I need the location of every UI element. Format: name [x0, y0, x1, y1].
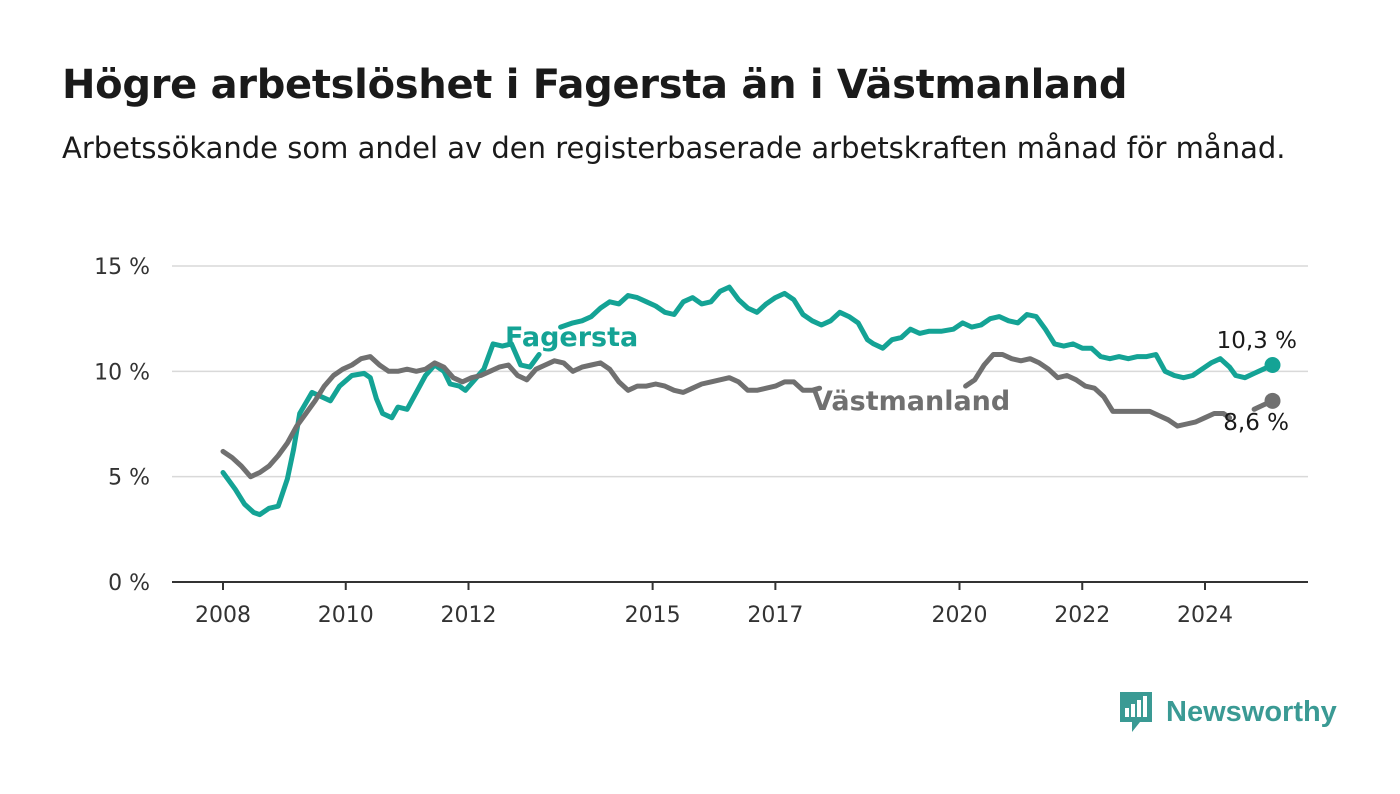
series-line-fagersta: [558, 284, 1275, 381]
series-label-vastmanland: Västmanland: [812, 386, 1010, 417]
newsworthy-logo: Newsworthy: [1118, 690, 1337, 734]
x-tick-label: 2010: [318, 603, 374, 628]
series-label-fagersta: Fagersta: [505, 322, 638, 353]
x-tick-label: 2012: [441, 603, 497, 628]
x-tick-label: 2015: [625, 603, 681, 628]
brand-name: Newsworthy: [1166, 695, 1337, 728]
series-end-dot-v-stmanland: [1264, 392, 1281, 409]
x-tick-label: 2008: [195, 603, 251, 628]
y-tick-label: 15 %: [94, 255, 150, 280]
y-tick-label: 10 %: [94, 360, 150, 385]
series-line-fagersta: [220, 341, 542, 518]
y-tick-label: 5 %: [108, 466, 150, 491]
x-tick-label: 2017: [747, 603, 803, 628]
chart-subtitle: Arbetssökande som andel av den registerb…: [62, 131, 1286, 165]
chart-title: Högre arbetslöshet i Fagersta än i Västm…: [62, 62, 1128, 108]
y-tick-label: 0 %: [108, 571, 150, 596]
newsworthy-chart-bubble-icon: [1120, 692, 1152, 732]
series-line-v-stmanland: [220, 354, 823, 480]
x-tick-label: 2024: [1177, 603, 1233, 628]
end-value-label-fagersta: 10,3 %: [1217, 328, 1297, 354]
x-tick-label: 2020: [932, 603, 988, 628]
series-line-v-stmanland: [963, 352, 1233, 429]
end-value-label-vastmanland: 8,6 %: [1223, 410, 1289, 436]
series-end-dot-fagersta: [1264, 357, 1281, 374]
x-tick-label: 2022: [1054, 603, 1110, 628]
